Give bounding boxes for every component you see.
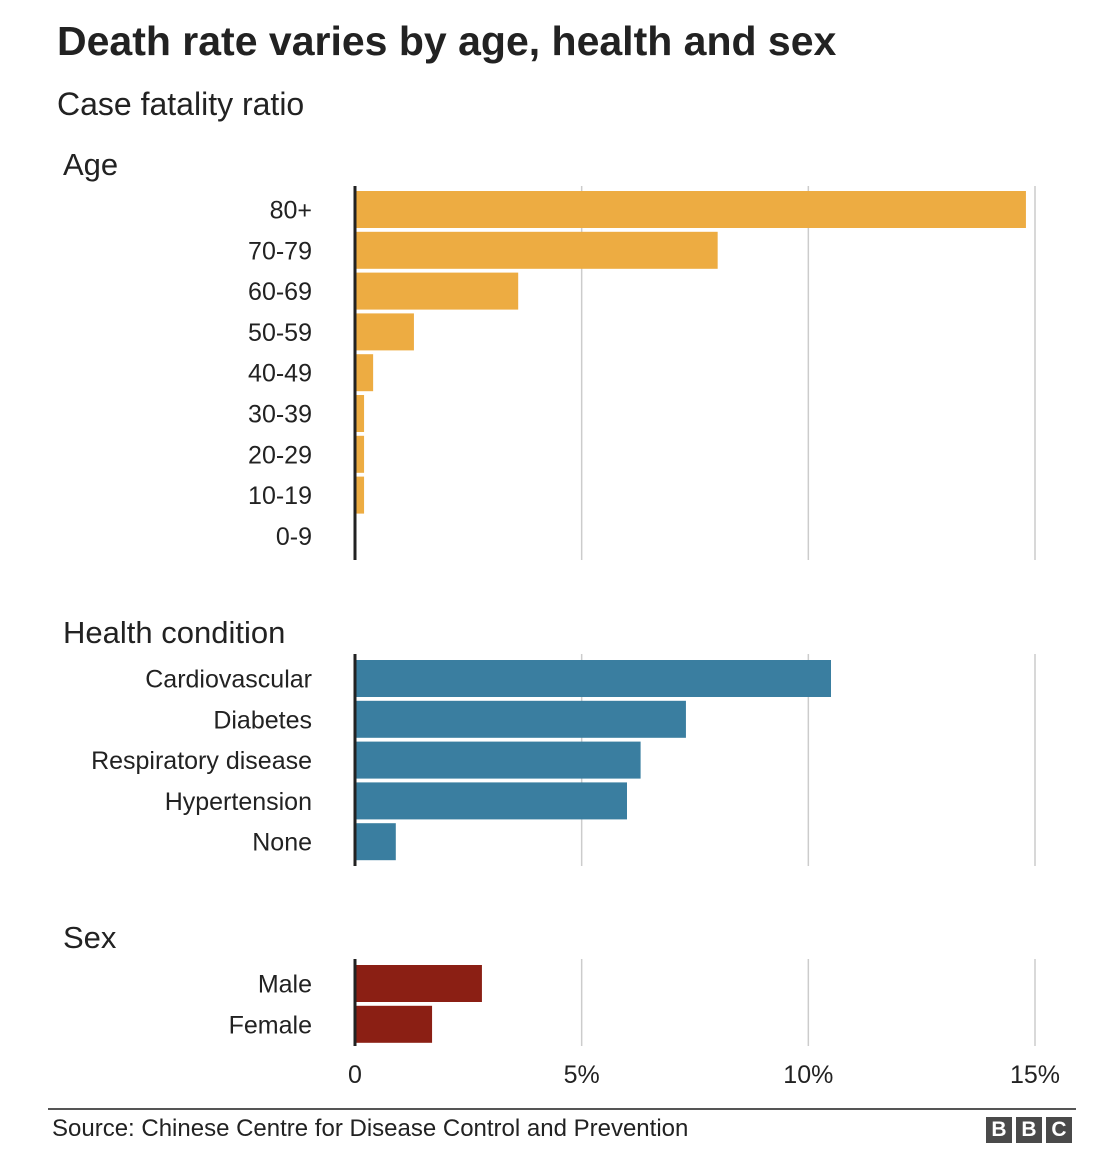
bar-male	[355, 965, 482, 1002]
category-label-0-9: 0-9	[276, 523, 312, 551]
bbc-logo-letter: B	[1016, 1117, 1042, 1143]
bar-female	[355, 1005, 433, 1043]
category-label-50-59: 50-59	[248, 319, 312, 347]
x-tick-label: 0	[348, 1061, 362, 1089]
bbc-logo-letter: B	[986, 1117, 1012, 1143]
bar-80	[355, 191, 1026, 228]
bar-hypertension	[355, 782, 627, 820]
x-tick-label: 15%	[1010, 1061, 1060, 1089]
bar-10-19	[355, 476, 365, 514]
category-label-40-49: 40-49	[248, 360, 312, 388]
x-tick-label: 5%	[564, 1061, 600, 1089]
bar-cardiovascular	[355, 660, 831, 697]
category-label-respiratory-disease: Respiratory disease	[91, 747, 312, 775]
category-label-diabetes: Diabetes	[213, 706, 312, 734]
bbc-logo: B B C	[986, 1117, 1072, 1143]
bar-respiratory-disease	[355, 741, 641, 779]
category-label-30-39: 30-39	[248, 401, 312, 429]
chart-subtitle: Case fatality ratio	[57, 86, 305, 122]
bar-30-39	[355, 395, 365, 432]
bar-60-69	[355, 272, 519, 310]
sex-panel-title: Sex	[63, 920, 117, 955]
category-label-cardiovascular: Cardiovascular	[145, 666, 312, 694]
category-label-20-29: 20-29	[248, 441, 312, 469]
bar-20-29	[355, 435, 365, 473]
category-label-hypertension: Hypertension	[165, 788, 312, 816]
bar-40-49	[355, 354, 374, 392]
age-panel-title: Age	[63, 147, 118, 182]
category-label-80: 80+	[270, 197, 312, 225]
category-label-70-79: 70-79	[248, 237, 312, 265]
source-note: Source: Chinese Centre for Disease Contr…	[52, 1115, 689, 1142]
health-condition-panel-title: Health condition	[63, 615, 285, 650]
source-divider	[48, 1108, 1076, 1110]
chart-title: Death rate varies by age, health and sex	[57, 18, 837, 64]
category-label-60-69: 60-69	[248, 278, 312, 306]
bar-70-79	[355, 231, 718, 269]
bar-50-59	[355, 313, 414, 351]
bar-diabetes	[355, 700, 686, 738]
x-tick-label: 10%	[783, 1061, 833, 1089]
bbc-logo-letter: C	[1046, 1117, 1072, 1143]
bar-none	[355, 823, 396, 861]
category-label-none: None	[252, 829, 312, 857]
chart-area: Age 80+ 70-79 60-69 50-59 40-49 30-39 20-29 10-1…	[63, 147, 1060, 1089]
category-label-male: Male	[258, 971, 312, 999]
category-label-10-19: 10-19	[248, 482, 312, 510]
category-label-female: Female	[229, 1011, 312, 1039]
